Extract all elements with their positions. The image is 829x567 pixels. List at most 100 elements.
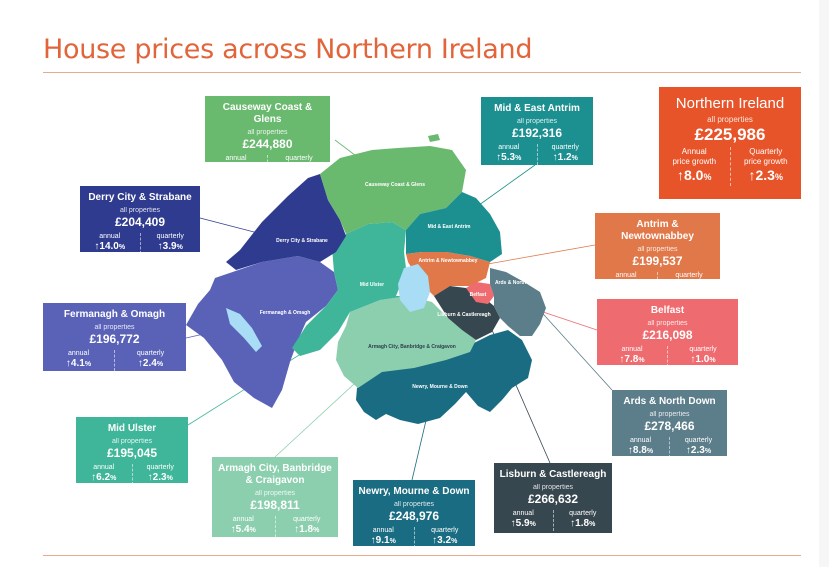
region-annual: annual ↑6.2% — [76, 464, 133, 485]
region-newry[interactable] — [356, 330, 532, 424]
region-annual: annual ↑14.0% — [80, 233, 141, 254]
ni-annual-label-2: price growth — [672, 157, 717, 166]
footer-divider — [43, 555, 801, 556]
region-card-causeway: Causeway Coast & Glens all properties £2… — [205, 96, 330, 176]
region-annual: annual ↑5.4% — [212, 516, 276, 537]
region-price: £199,537 — [632, 254, 683, 268]
ni-quarterly: Quarterly price growth ↑2.3% — [731, 147, 802, 186]
region-name: Belfast — [650, 305, 685, 316]
region-card-antrim: Antrim & Newtownabbey all properties £19… — [595, 213, 720, 293]
up-arrow-icon: ↑ — [230, 524, 236, 535]
connector-ards — [534, 304, 613, 391]
region-annual: annual ↑8.5% — [595, 272, 658, 293]
region-midulster[interactable] — [292, 222, 408, 356]
annual-label: annual — [232, 516, 254, 523]
annual-value: 6.8 — [228, 163, 243, 174]
region-name: Derry City & Strabane — [88, 192, 192, 203]
region-causeway[interactable] — [320, 146, 466, 234]
up-arrow-icon: ↑ — [286, 163, 292, 174]
percent-sign: % — [646, 448, 654, 455]
annual-value: 8.5 — [618, 280, 633, 291]
annual-label: annual — [615, 272, 637, 279]
annual-label: annual — [512, 510, 534, 517]
ni-subtitle: all properties — [707, 115, 753, 124]
region-ards[interactable] — [490, 268, 546, 336]
region-card-newry: Newry, Mourne & Down all properties £248… — [353, 480, 475, 548]
quarterly-label: quarterly — [551, 144, 579, 151]
annual-value: 9.1 — [375, 535, 390, 546]
quarterly-value: 3.9 — [162, 241, 177, 252]
percent-sign: % — [110, 475, 117, 482]
percent-sign: % — [529, 521, 536, 528]
region-price: £248,976 — [388, 509, 440, 523]
ni-quarterly-label-2: price growth — [743, 157, 788, 166]
region-quarterly: quarterly ↑1.8% — [276, 516, 339, 537]
annual-label: annual — [225, 155, 247, 162]
quarterly-label: quarterly — [675, 272, 703, 279]
region-annual: annual ↑5.3% — [481, 144, 538, 165]
ni-quarterly-value: 2.3 — [755, 167, 775, 183]
quarterly-value: 3.2 — [437, 535, 452, 546]
quarterly-value: 2.3 — [152, 472, 167, 483]
region-midandeast[interactable] — [406, 192, 502, 262]
ni-annual-label: Annual — [681, 147, 707, 156]
region-belfast[interactable] — [466, 282, 494, 304]
region-annual: annual ↑9.1% — [353, 527, 415, 548]
region-armagh[interactable] — [336, 296, 476, 388]
annual-value: 14.0 — [99, 241, 119, 252]
region-subtitle: all properties — [393, 501, 435, 508]
up-arrow-icon: ↑ — [294, 524, 300, 535]
up-arrow-icon: ↑ — [748, 167, 756, 183]
map-label-newry: Newry, Mourne & Down — [412, 384, 467, 390]
region-fermanagh[interactable] — [186, 256, 338, 408]
percent-sign: % — [305, 166, 312, 173]
region-card-lisburn: Lisburn & Castlereagh all properties £26… — [494, 463, 612, 533]
up-arrow-icon: ↑ — [147, 472, 153, 483]
region-name: Armagh City, Banbridge & Craigavon — [218, 463, 332, 486]
region-subtitle: all properties — [111, 438, 153, 445]
quarterly-label: quarterly — [293, 516, 321, 523]
up-arrow-icon: ↑ — [677, 167, 684, 183]
region-annual: annual ↑5.9% — [494, 510, 554, 531]
quarterly-value: 2.2 — [681, 280, 696, 291]
annual-value: 4.1 — [70, 358, 85, 369]
annual-value: 6.2 — [96, 472, 111, 483]
quarterly-value: 1.8 — [575, 518, 590, 529]
region-card-midandeast: Mid & East Antrim all properties £192,31… — [481, 97, 593, 165]
percent-sign: % — [589, 521, 596, 528]
region-quarterly: quarterly ↑1.0% — [668, 346, 738, 367]
page-title: House prices across Northern Ireland — [43, 34, 533, 65]
region-subtitle: all properties — [637, 246, 678, 253]
rathlin-island — [428, 134, 440, 142]
region-subtitle: all properties — [532, 484, 574, 491]
region-quarterly: quarterly ↑2.3% — [670, 437, 727, 458]
map-label-midulster: Mid Ulster — [360, 282, 384, 288]
annual-value: 5.4 — [235, 524, 250, 535]
map-label-lisburn: Lisburn & Castlereagh — [437, 312, 490, 318]
region-quarterly: quarterly ↑2.3% — [133, 464, 189, 485]
percent-sign: % — [515, 155, 522, 162]
map-label-ards: Ards & North Down — [495, 280, 541, 286]
up-arrow-icon: ↑ — [94, 241, 100, 252]
map-label-belfast: Belfast — [470, 292, 487, 298]
northern-ireland-summary: Northern Ireland all properties £225,986… — [659, 87, 801, 199]
region-price: £204,409 — [114, 215, 166, 229]
annual-value: 5.9 — [515, 518, 530, 529]
up-arrow-icon: ↑ — [137, 358, 143, 369]
percent-sign: % — [118, 244, 126, 251]
region-derry[interactable] — [226, 174, 346, 270]
region-price: £198,811 — [250, 498, 300, 512]
up-arrow-icon: ↑ — [157, 241, 163, 252]
region-annual: annual ↑6.8% — [205, 155, 268, 176]
region-annual: annual ↑4.1% — [43, 350, 115, 371]
quarterly-label: quarterly — [146, 464, 174, 471]
ni-annual: Annual price growth ↑8.0% — [659, 147, 731, 186]
region-quarterly: quarterly ↑2.2% — [658, 272, 720, 293]
annual-value: 5.3 — [501, 152, 516, 163]
annual-label: annual — [498, 144, 520, 151]
up-arrow-icon: ↑ — [690, 354, 696, 365]
quarterly-value: 1.0 — [695, 354, 710, 365]
up-arrow-icon: ↑ — [570, 518, 576, 529]
region-price: £216,098 — [642, 328, 693, 342]
region-card-derry: Derry City & Strabane all properties £20… — [80, 186, 200, 254]
